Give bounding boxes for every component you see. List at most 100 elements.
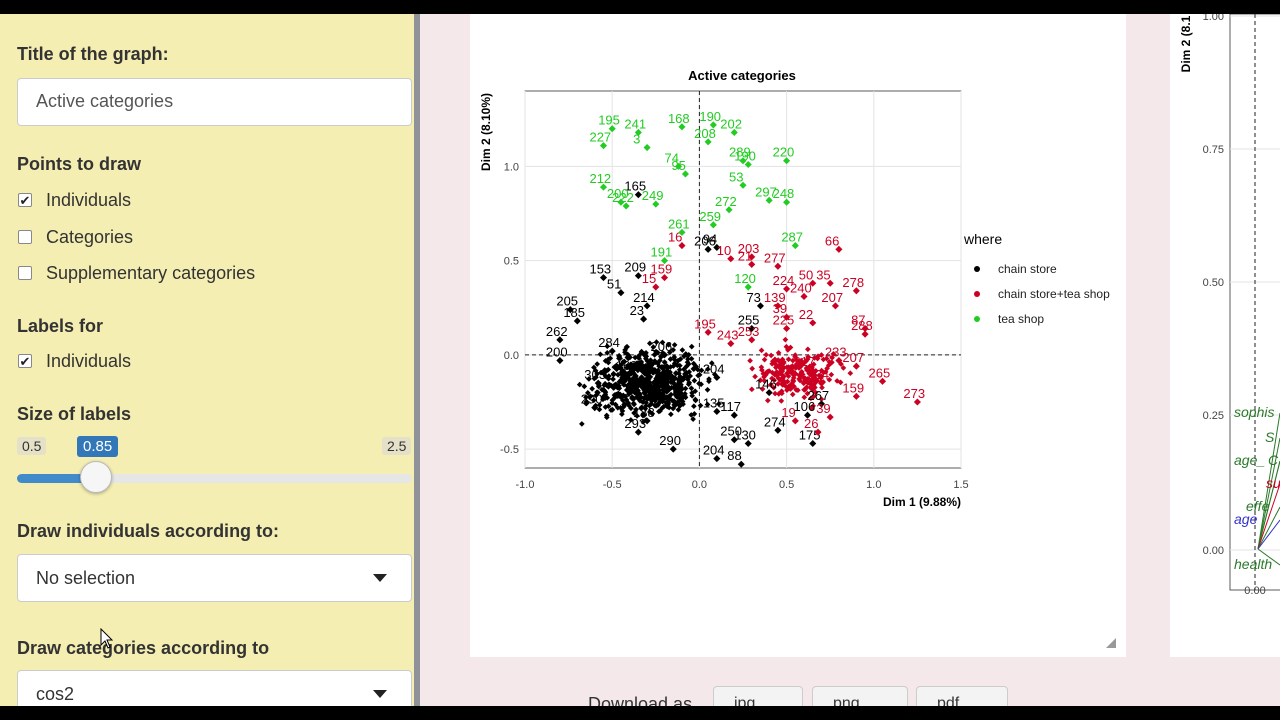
point-label: 277 [764,250,786,265]
individual-point [604,350,611,356]
y-tick-label: 0.75 [1203,144,1224,156]
slider-track[interactable] [17,474,412,483]
individual-point [640,412,646,419]
variables-plot-partial: Dim 2 (8.1 1.00 0.75 0.50 0.25 0.00 0.00 sophi… [1179,14,1280,597]
individual-point [581,383,588,390]
title-label: Title of the graph: [17,44,169,64]
individual-point [804,390,811,397]
individual-point [748,386,755,393]
download-pdf-button[interactable]: pdf [916,686,1008,706]
point-label: 51 [607,277,621,292]
draw-categories-select[interactable]: cos2 [17,670,412,706]
individual-point [795,387,801,394]
individual-point [782,336,789,343]
point-label: 217 [794,354,816,369]
individual-point [669,445,677,453]
individual-point [589,385,595,392]
individual-point [573,317,581,325]
individual-point [803,376,810,383]
individual-point [590,397,597,404]
title-input[interactable]: Active categories [17,78,412,126]
point-label: 206 [694,233,716,248]
download-png-button[interactable]: png [812,686,908,706]
individual-point [692,397,699,404]
individual-point [878,377,887,385]
points-to-draw-label: Points to draw [17,154,142,174]
point-label: 212 [589,171,611,186]
checkbox-supplementary-categories[interactable]: Supplementary categories [17,261,255,285]
individual-point [674,162,683,170]
individual-point [783,313,791,321]
checked-checkbox-icon[interactable]: ✔ [18,193,32,208]
individual-point [654,360,661,367]
individual-point [758,347,765,354]
individual-point [847,370,854,377]
point-label: 16 [668,230,682,245]
individual-point [634,272,642,280]
individual-point [811,355,818,361]
individual-point [774,426,782,434]
point-label: 35 [816,267,830,282]
point-label: 248 [773,186,795,201]
individual-point [660,351,669,359]
point-label: 274 [764,414,786,429]
individual-point [646,361,653,368]
point-label: 195 [598,113,620,128]
slider-handle[interactable] [80,461,112,493]
individual-point [611,392,618,398]
individual-point [748,336,756,344]
unchecked-checkbox-icon[interactable] [18,230,32,244]
point-label: 117 [720,399,741,414]
individual-point [628,405,634,412]
individual-point [778,398,785,404]
individual-point [695,372,701,379]
individual-point [829,359,835,366]
slider-max-label: 2.5 [382,437,412,455]
individual-point [779,390,785,397]
individual-point [666,349,673,356]
individual-point [761,377,768,384]
point-label: 204 [703,443,725,458]
download-jpg-button[interactable]: jpg [713,686,803,706]
variable-arrow [1257,483,1280,550]
size-of-labels-label: Size of labels [17,404,132,424]
checkbox-categories[interactable]: Categories [17,225,133,249]
individual-point [813,376,820,383]
point-label: 139 [764,290,786,305]
individual-point [594,379,602,387]
individual-point [642,388,649,395]
point-label: 19 [781,405,795,420]
slider-value-label: 0.85 [77,436,119,457]
individual-point [566,306,574,314]
individual-point [643,417,651,425]
individual-point [730,411,738,419]
unchecked-checkbox-icon[interactable] [18,266,32,280]
individual-point [600,394,607,400]
draw-individuals-select[interactable]: No selection [17,554,412,602]
individual-point [791,417,799,425]
individual-point [668,379,674,386]
legend: chain store chain store+tea shop tea shop [974,262,1110,326]
point-label: 272 [715,194,737,209]
checkbox-label-individuals[interactable]: ✔ Individuals [17,349,131,373]
point-label: 288 [851,318,873,333]
y-axis-label: Dim 2 (8.10%) [479,93,493,171]
individual-point [913,398,921,406]
point-label: 240 [790,280,812,295]
individual-point [747,357,753,364]
point-label: 165 [624,179,646,194]
point-label: 204 [703,362,725,377]
checkbox-individuals[interactable]: ✔ Individuals [17,188,131,212]
individual-point [801,394,808,401]
individual-point [739,181,747,189]
resize-grip-icon[interactable] [1106,638,1116,648]
individual-point [583,394,589,401]
individual-point [614,404,621,411]
individual-point [780,365,787,371]
individual-point [835,357,843,365]
individual-point [809,319,817,327]
slider-fill [17,474,97,483]
individual-point [643,399,649,406]
individual-point [809,279,817,287]
checked-checkbox-icon[interactable]: ✔ [18,354,32,369]
